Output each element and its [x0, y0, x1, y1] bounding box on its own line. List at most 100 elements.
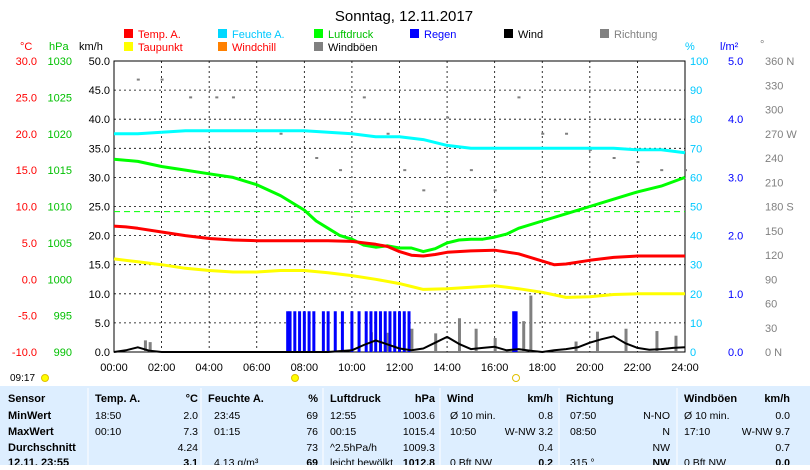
stats-cell-value: 0.7 [775, 442, 790, 454]
gust-bar [624, 328, 628, 352]
legend-label: Windchill [232, 42, 276, 54]
statistics-table: Sensor Temp. A. °C Feuchte A.% Luftdruck hPa W… [0, 386, 810, 469]
temperature-line [113, 224, 685, 267]
gust-bar [457, 318, 461, 352]
humidity-tick-label: 90 [690, 85, 702, 97]
pressure-tick-label: 1010 [48, 202, 72, 214]
rain-bar [293, 311, 297, 352]
humidity-tick-label: 80 [690, 114, 702, 126]
legend-label: Temp. A. [138, 29, 181, 41]
stats-cell-label: leicht bewölkt [330, 457, 393, 465]
direction-point [517, 96, 521, 99]
x-tick-label: 18:00 [528, 362, 556, 374]
x-tick-label: 16:00 [481, 362, 509, 374]
stats-header: km/h [527, 393, 553, 405]
x-tick-label: 20:00 [576, 362, 604, 374]
gust-bar [474, 328, 478, 352]
stats-row-label: Durchschnitt [8, 442, 76, 454]
temp-tick-label: -5.0 [18, 311, 37, 323]
legend-label: Richtung [614, 29, 657, 41]
stats-header: Luftdruck [330, 393, 382, 405]
stats-row-label: MinWert [8, 410, 52, 422]
direction-tick-label: 120 [765, 250, 783, 262]
stats-cell-value: 3.1 [183, 457, 198, 465]
stats-cell-label: 4.13 g/m³ [214, 457, 259, 465]
chart-title: Sonntag, 12.11.2017 [335, 8, 473, 25]
stats-cell-label: 17:10 [684, 426, 710, 438]
temp-tick-label: 30.0 [16, 56, 37, 68]
direction-point [565, 132, 569, 135]
gust-bar [674, 335, 678, 352]
stats-header: % [308, 393, 318, 405]
stats-header: Temp. A. [95, 393, 140, 405]
rain-bar [357, 311, 361, 352]
humidity-tick-label: 50 [690, 202, 702, 214]
legend-swatch [410, 29, 419, 38]
pressure-line [113, 157, 686, 254]
direction-point [541, 132, 545, 135]
direction-point [446, 116, 450, 119]
direction-tick-label: 330 [765, 80, 783, 92]
gust-bar [148, 342, 152, 352]
stats-cell-value: W-NW 3.2 [505, 426, 553, 438]
pressure-axis-unit: hPa [49, 41, 69, 53]
stats-cell-label: 12:55 [330, 410, 356, 422]
pressure-tick-label: 1030 [48, 56, 72, 68]
stats-cell-value: 0.8 [538, 410, 553, 422]
gust-bar [493, 338, 497, 352]
stats-cell-label: Ø 10 min. [450, 410, 496, 422]
pressure-tick-label: 1025 [48, 92, 72, 104]
direction-tick-label: 0 N [765, 347, 782, 359]
rain-bar [288, 311, 292, 352]
direction-point [660, 169, 664, 172]
stats-cell-value: NW [653, 442, 671, 454]
rain-bar [340, 311, 344, 352]
stats-cell-value: 1015.4 [403, 426, 435, 438]
stats-cell-value: 4.24 [178, 442, 199, 454]
pressure-tick-label: 1000 [48, 274, 72, 286]
rain-tick-label: 4.0 [728, 114, 743, 126]
legend-swatch [314, 29, 323, 38]
stats-cell-label: 0 Bft NW [450, 457, 492, 465]
rain-bar [402, 311, 406, 352]
direction-point [315, 157, 319, 159]
humidity-tick-label: 30 [690, 260, 702, 272]
stats-cell-label: 07:50 [570, 410, 596, 422]
direction-point [422, 189, 426, 192]
wind-tick-label: 10.0 [89, 289, 110, 301]
stats-cell-label: 10:50 [450, 426, 476, 438]
rain-bar [393, 311, 397, 352]
x-tick-label: 24:00 [671, 362, 699, 374]
rain-tick-label: 2.0 [728, 231, 743, 243]
gust-bar [522, 321, 526, 352]
stats-cell-label: 08:50 [570, 426, 596, 438]
stats-cell-label: 01:15 [214, 426, 240, 438]
rain-tick-label: 1.0 [728, 289, 743, 301]
wind-axis-unit: km/h [79, 41, 103, 53]
direction-point [403, 169, 407, 172]
rain-bar [514, 311, 518, 352]
x-tick-label: 04:00 [195, 362, 223, 374]
stats-cell-value: 1009.3 [403, 442, 435, 454]
legend-swatch [218, 42, 227, 51]
stats-cell-value: 69 [306, 410, 318, 422]
direction-point [362, 96, 366, 99]
x-tick-label: 12:00 [386, 362, 414, 374]
left-axes: 30.0 25.0 20.0 15.0 10.0 5.0 0.0 -5.0 -10.0 1030 1… [12, 56, 110, 359]
humidity-tick-label: 60 [690, 172, 702, 184]
x-tick-label: 02:00 [148, 362, 176, 374]
direction-point [136, 78, 140, 81]
legend-swatch [218, 29, 227, 38]
temp-tick-label: 25.0 [16, 92, 37, 104]
direction-tick-label: 360 N [765, 56, 794, 68]
wind-line [113, 335, 686, 353]
legend-label: Feuchte A. [232, 29, 285, 41]
x-tick-label: 06:00 [243, 362, 271, 374]
wind-tick-label: 15.0 [89, 260, 110, 272]
humidity-tick-label: 20 [690, 289, 702, 301]
stats-cell-value: 0.0 [775, 457, 790, 465]
x-tick-labels: 00:00 02:00 04:00 06:00 08:00 10:00 12:00 14:00… [100, 362, 699, 374]
wind-tick-label: 50.0 [89, 56, 110, 68]
